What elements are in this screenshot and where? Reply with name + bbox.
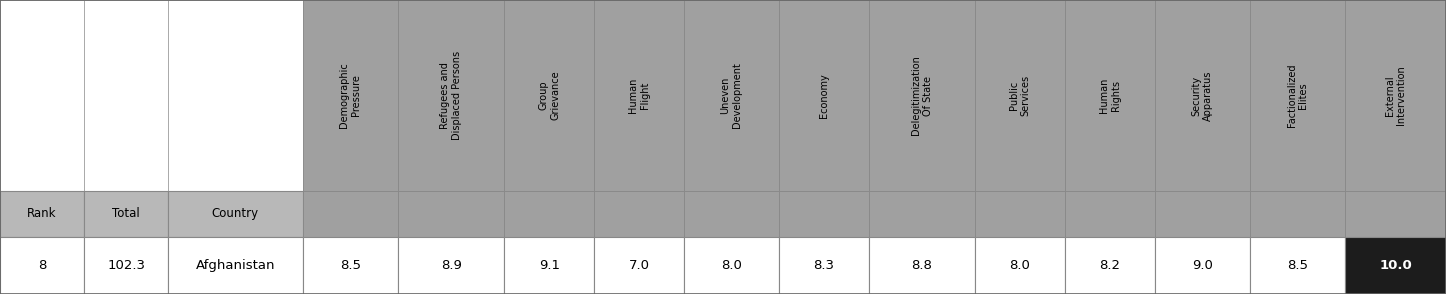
Text: Public
Services: Public Services [1009, 75, 1031, 116]
Bar [168, 191, 302, 237]
Text: 8.0: 8.0 [1009, 259, 1031, 272]
Bar [779, 237, 869, 294]
Bar [1345, 237, 1446, 294]
Bar [779, 0, 869, 191]
Text: Human
Flight: Human Flight [628, 78, 649, 113]
Text: Refugees and
Displaced Persons: Refugees and Displaced Persons [441, 51, 461, 140]
Text: 8: 8 [38, 259, 46, 272]
Bar [1064, 0, 1154, 191]
Bar [1249, 0, 1345, 191]
Bar [1249, 191, 1345, 237]
Text: Group
Grievance: Group Grievance [538, 71, 560, 120]
Bar [398, 0, 505, 191]
Bar [84, 237, 168, 294]
Bar [684, 191, 779, 237]
Bar [1345, 0, 1446, 191]
Bar [594, 0, 684, 191]
Bar [684, 237, 779, 294]
Text: Delegitimization
Of State: Delegitimization Of State [911, 56, 933, 136]
Bar [975, 0, 1064, 191]
Text: Security
Apparatus: Security Apparatus [1192, 70, 1213, 121]
Bar [1154, 237, 1249, 294]
Bar [869, 237, 975, 294]
Bar [0, 237, 84, 294]
Text: 102.3: 102.3 [107, 259, 145, 272]
Text: 10.0: 10.0 [1379, 259, 1411, 272]
Bar [1154, 0, 1249, 191]
Bar [398, 237, 505, 294]
Bar [302, 191, 398, 237]
Text: 8.8: 8.8 [911, 259, 933, 272]
Bar [398, 191, 505, 237]
Text: 9.1: 9.1 [539, 259, 560, 272]
Bar [869, 0, 975, 191]
Bar [84, 191, 168, 237]
Text: Human
Rights: Human Rights [1099, 78, 1121, 113]
Text: 8.5: 8.5 [1287, 259, 1309, 272]
Bar [505, 237, 594, 294]
Bar [594, 237, 684, 294]
Bar [869, 191, 975, 237]
Text: Rank: Rank [27, 207, 56, 220]
Text: Demographic
Pressure: Demographic Pressure [340, 63, 362, 128]
Bar [0, 0, 84, 191]
Text: Economy: Economy [818, 73, 829, 118]
Bar [594, 191, 684, 237]
Bar [779, 191, 869, 237]
Bar [505, 191, 594, 237]
Bar [975, 191, 1064, 237]
Text: 8.5: 8.5 [340, 259, 362, 272]
Text: Country: Country [211, 207, 259, 220]
Bar [1345, 191, 1446, 237]
Text: 8.9: 8.9 [441, 259, 461, 272]
Bar [1249, 237, 1345, 294]
Bar [84, 0, 168, 191]
Text: Total: Total [113, 207, 140, 220]
Text: 8.2: 8.2 [1099, 259, 1121, 272]
Text: 7.0: 7.0 [629, 259, 649, 272]
Text: 9.0: 9.0 [1192, 259, 1213, 272]
Bar [1154, 191, 1249, 237]
Bar [505, 0, 594, 191]
Bar [975, 237, 1064, 294]
Text: External
Intervention: External Intervention [1385, 66, 1407, 126]
Text: Afghanistan: Afghanistan [195, 259, 275, 272]
Bar [168, 0, 302, 191]
Bar [0, 191, 84, 237]
Bar [302, 237, 398, 294]
Text: 8.0: 8.0 [722, 259, 742, 272]
Bar [302, 0, 398, 191]
Bar [1064, 191, 1154, 237]
Text: Factionalized
Elites: Factionalized Elites [1287, 64, 1309, 127]
Bar [168, 237, 302, 294]
Bar [1064, 237, 1154, 294]
Text: Uneven
Development: Uneven Development [720, 63, 742, 128]
Text: 8.3: 8.3 [814, 259, 834, 272]
Bar [684, 0, 779, 191]
